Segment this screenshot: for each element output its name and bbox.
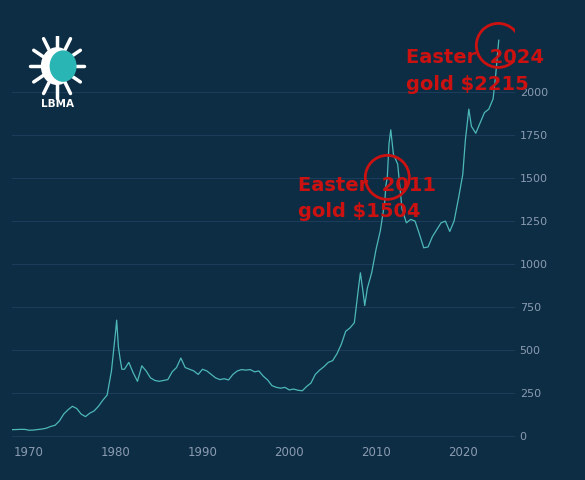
Text: LBMA: LBMA (40, 99, 74, 109)
Circle shape (42, 48, 73, 84)
Text: Easter  2024
gold $2215: Easter 2024 gold $2215 (407, 48, 545, 94)
Text: Easter  2011
gold $1504: Easter 2011 gold $1504 (298, 176, 436, 221)
Circle shape (50, 51, 76, 81)
